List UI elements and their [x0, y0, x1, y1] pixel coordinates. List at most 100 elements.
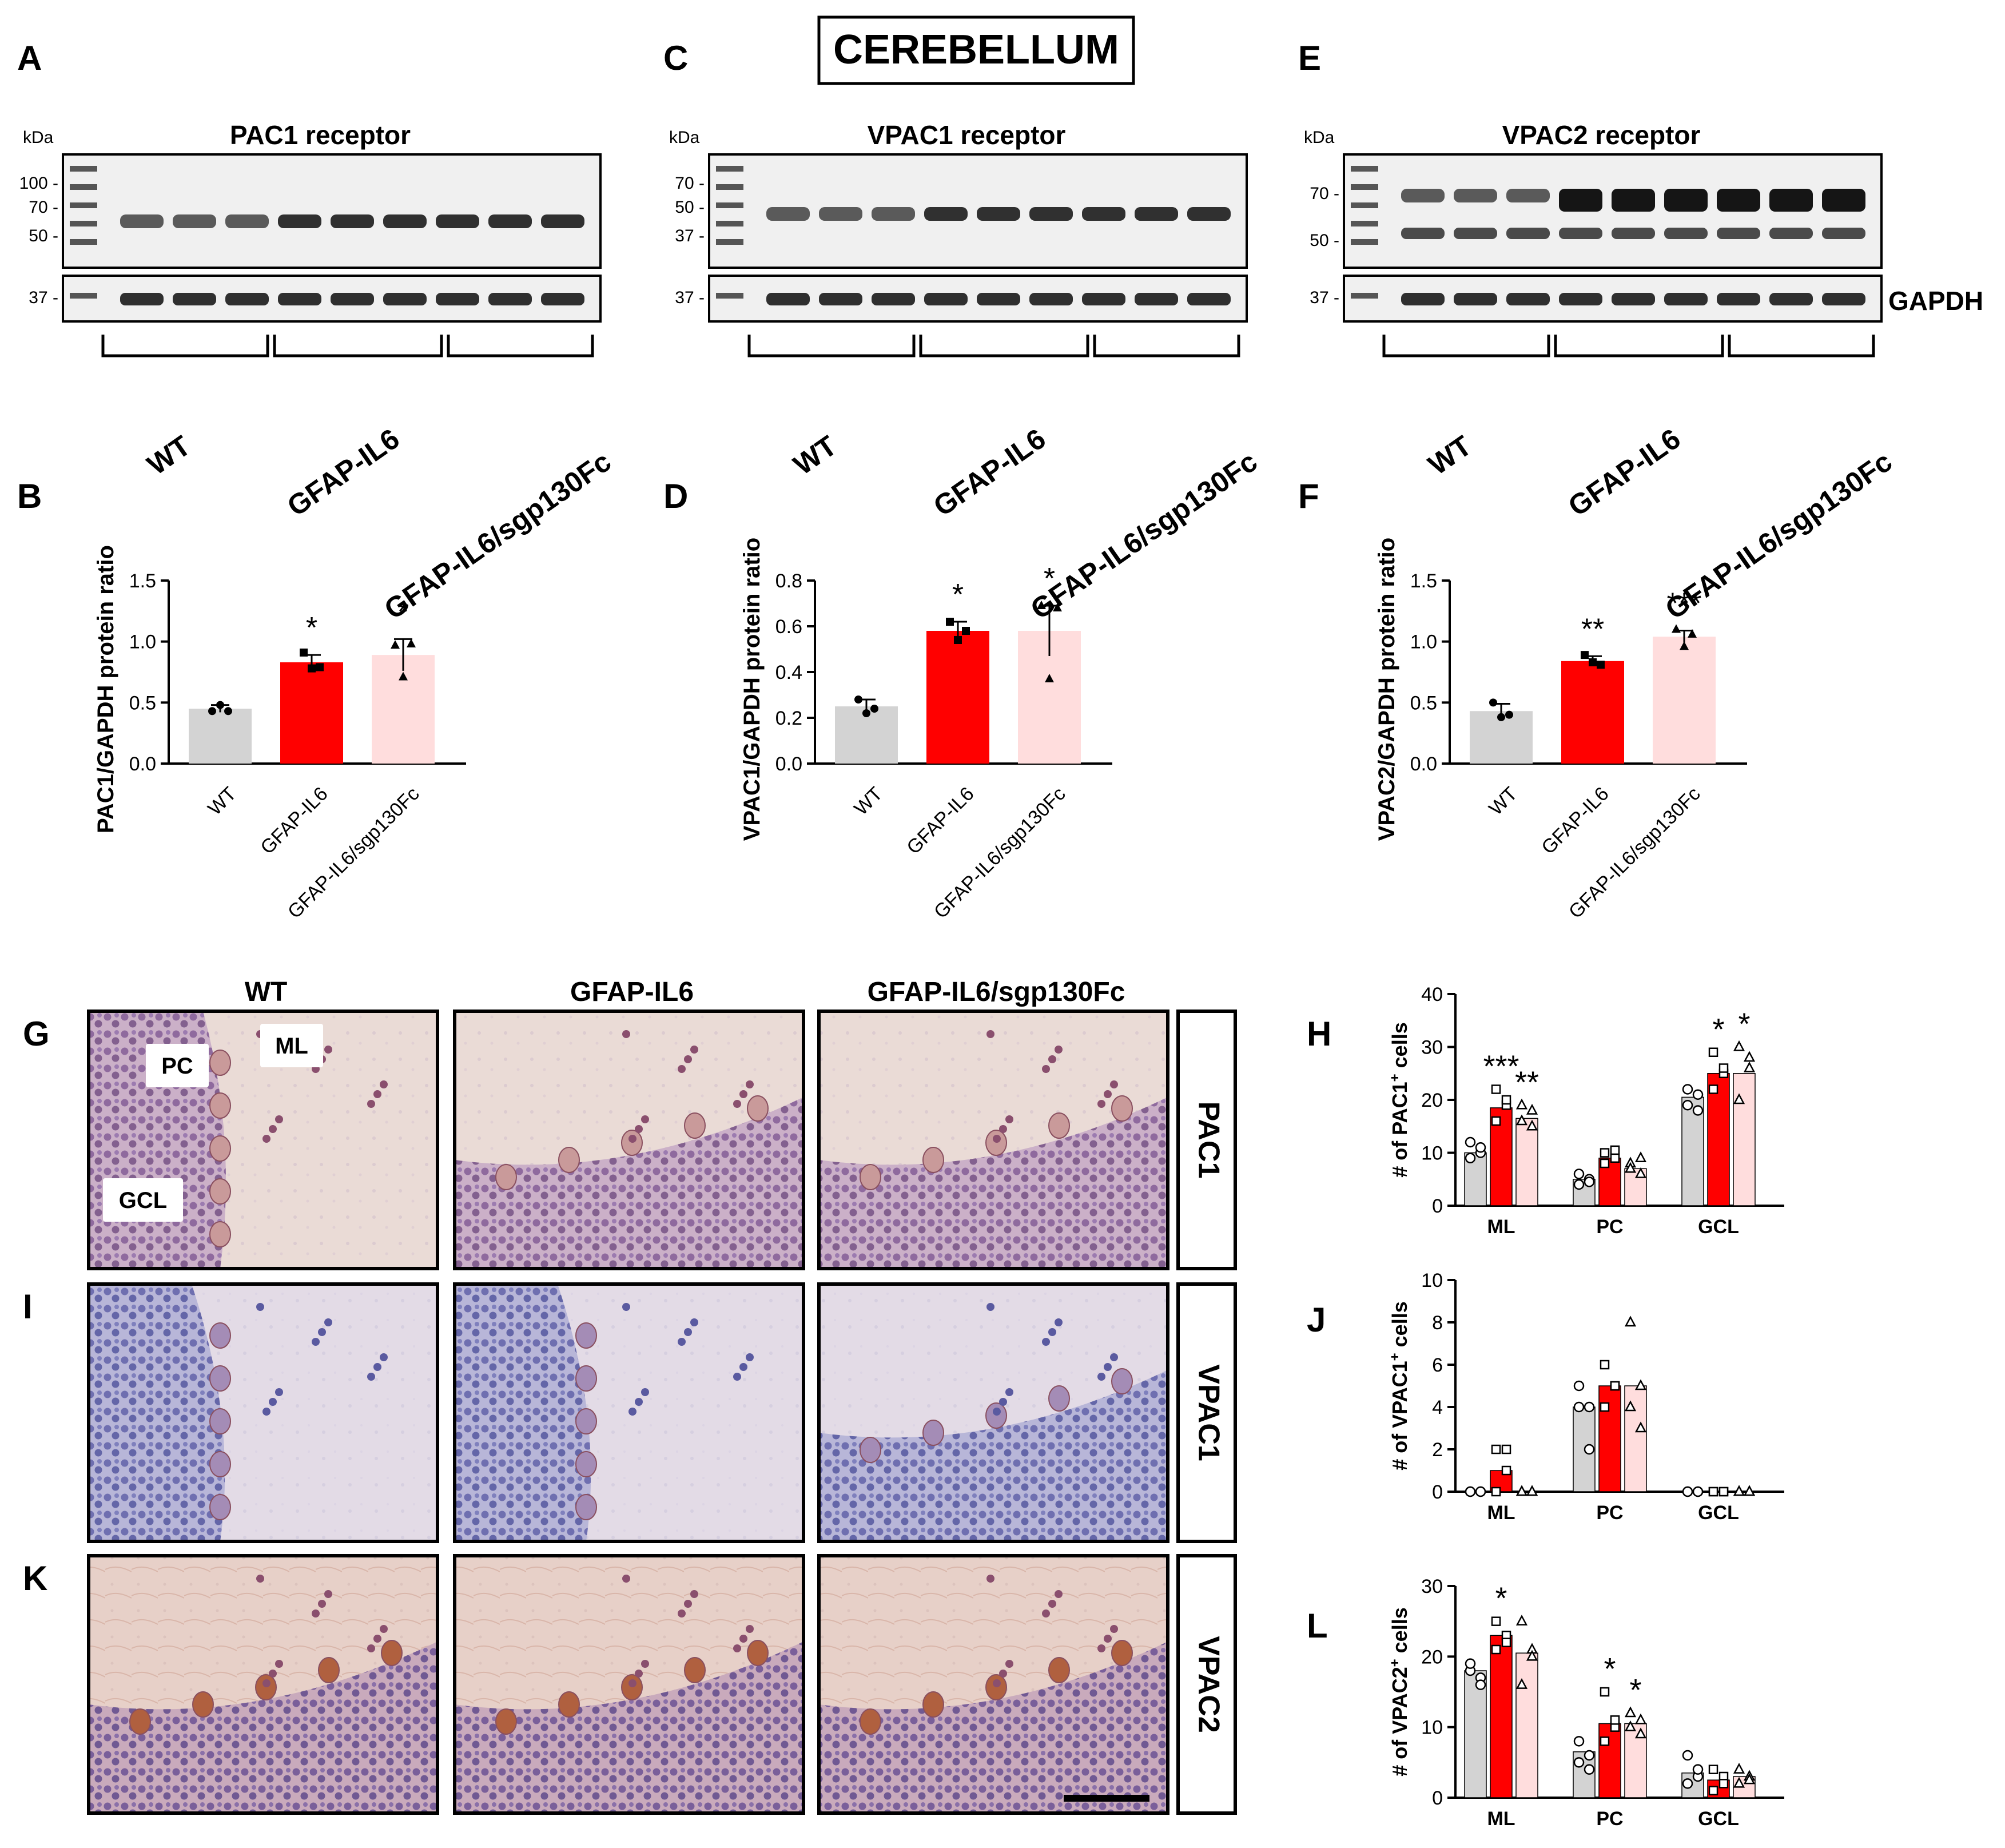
ladder-band: [70, 202, 97, 208]
data-point: [1584, 1444, 1595, 1455]
ml-nucleus: [739, 1090, 747, 1098]
protein-band-lower: [1717, 228, 1760, 239]
y-tick-label: 20: [1421, 1090, 1443, 1111]
y-tick-label: 0.0: [129, 753, 156, 775]
bar: [1464, 1670, 1487, 1798]
ml-nucleus: [635, 1398, 643, 1406]
bar: [1707, 1073, 1730, 1206]
bar: [372, 655, 435, 764]
purkinje-cell: [209, 1408, 231, 1434]
data-point: [1718, 1063, 1729, 1073]
panel-letter: E: [1298, 39, 1321, 77]
data-point: [1743, 1061, 1756, 1072]
ladder-band: [1351, 166, 1378, 172]
ml-nucleus: [746, 1080, 754, 1088]
data-point: [1688, 629, 1697, 638]
ladder-band: [716, 202, 743, 208]
ml-nucleus: [1048, 1600, 1056, 1608]
ml-nucleus: [324, 1046, 332, 1054]
panel-letter: H: [1307, 1015, 1331, 1053]
data-point: [1584, 1401, 1595, 1413]
bar: [1624, 1385, 1647, 1492]
y-axis-label: VPAC2/GAPDH protein ratio: [1374, 538, 1399, 841]
significance-marker: *: [1495, 1581, 1507, 1616]
x-tick-label: ML: [1487, 1216, 1515, 1238]
mw-marker: 50 -: [29, 226, 58, 245]
purkinje-cell: [922, 1691, 944, 1718]
purkinje-cell: [575, 1451, 597, 1477]
purkinje-cell: [558, 1147, 580, 1173]
kda-label: kDa: [23, 128, 54, 147]
ml-nucleus: [256, 1575, 264, 1583]
data-point: [1491, 1084, 1501, 1094]
data-point: [1708, 1047, 1718, 1057]
mw-marker: 70 -: [29, 198, 58, 217]
ml-nucleus: [262, 1679, 270, 1687]
ml-nucleus: [1055, 1046, 1063, 1054]
data-point: [1491, 1487, 1501, 1497]
data-point: [1581, 651, 1589, 659]
purkinje-cell: [1048, 1112, 1070, 1139]
ml-nucleus: [641, 1388, 649, 1396]
blot-title: PAC1 receptor: [230, 120, 411, 150]
significance-marker: ***: [1667, 587, 1702, 620]
protein-band: [766, 207, 810, 221]
ml-nucleus: [262, 1135, 270, 1143]
y-tick-label: 0: [1432, 1787, 1443, 1809]
data-point: [1733, 1093, 1745, 1104]
group-bracket: [101, 335, 269, 357]
ml-nucleus: [1042, 1609, 1050, 1618]
data-point: [1682, 1778, 1693, 1789]
panel-letter: B: [17, 477, 42, 515]
ml-nucleus: [269, 1670, 277, 1678]
data-point: [1692, 1486, 1704, 1497]
bar: [1515, 1652, 1538, 1798]
purkinje-cell: [575, 1322, 597, 1349]
gapdh-band: [872, 293, 915, 305]
ladder-band: [70, 184, 97, 190]
gapdh-band: [173, 293, 216, 305]
protein-band-lower: [1559, 228, 1602, 239]
chart-L: L 0 10 20 30 # of VPAC2+ cells * ML * * PC GCL: [1307, 1576, 1784, 1830]
data-point: [1489, 698, 1497, 707]
bar: [1653, 637, 1716, 764]
mw-marker: 37 -: [675, 226, 705, 245]
data-point: [1610, 1715, 1620, 1725]
ml-nucleus: [275, 1388, 283, 1396]
data-point: [1634, 1713, 1647, 1724]
ml-nucleus: [367, 1644, 375, 1652]
granule-cell-layer: [455, 1097, 803, 1269]
granule-cell-layer: [819, 1370, 1168, 1541]
purkinje-cell: [209, 1050, 231, 1076]
panel-letter: G: [23, 1015, 50, 1053]
ml-nucleus: [312, 1609, 320, 1618]
data-point: [391, 640, 400, 649]
micrograph-frame: [817, 1282, 1169, 1543]
data-point: [1501, 1465, 1511, 1476]
data-point: [962, 627, 970, 635]
ml-nucleus: [1097, 1644, 1105, 1652]
purkinje-cell: [209, 1092, 231, 1119]
micrograph-frame: [87, 1282, 439, 1543]
ml-nucleus: [684, 1600, 692, 1608]
data-point: [1708, 1786, 1718, 1795]
significance-marker: *: [306, 611, 317, 645]
data-point: [1465, 1152, 1476, 1163]
bar: [1490, 1635, 1513, 1798]
data-point: [1584, 1750, 1595, 1761]
stain-label: PAC1: [1192, 1102, 1225, 1179]
bar: [1515, 1118, 1538, 1206]
y-tick-label: 0: [1432, 1481, 1443, 1503]
data-point: [1501, 1638, 1511, 1647]
group-bracket: [747, 335, 916, 357]
significance-marker: ***: [1483, 1050, 1519, 1084]
ml-nucleus: [986, 1303, 994, 1311]
layer-label: PC: [146, 1044, 209, 1087]
data-point: [1501, 1444, 1511, 1454]
data-point: [1515, 1615, 1528, 1626]
gapdh-band: [383, 293, 427, 305]
ml-nucleus: [256, 1303, 264, 1311]
micrograph: [817, 1282, 1169, 1543]
group-label: GFAP-IL6: [281, 423, 405, 523]
ihc-micrographs: WT GFAP-IL6 GFAP-IL6/sgp130Fc G PAC1 I VPAC1 K V…: [23, 977, 1237, 1815]
